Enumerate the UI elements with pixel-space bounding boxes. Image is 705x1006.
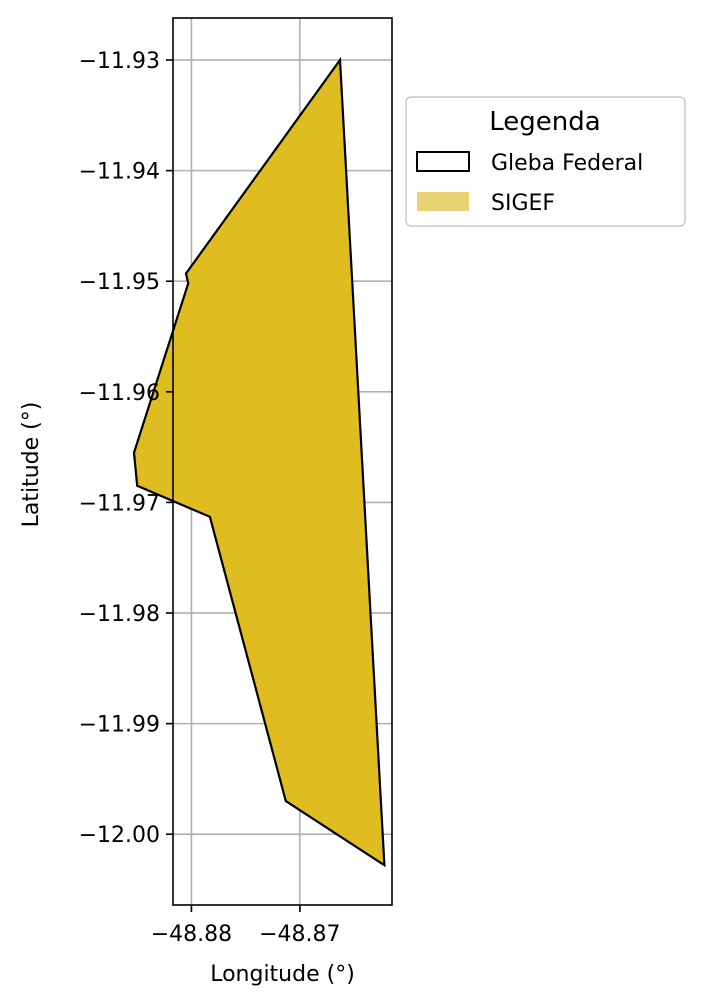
y-axis-label: Latitude (°) (19, 402, 44, 528)
x-tick-label: −48.87 (259, 922, 340, 947)
axis-ticks: −48.88 −48.87 −11.93 −11.94 −11.95 −11.96 −11.… (79, 49, 341, 947)
legend-swatch-gleba-federal (416, 151, 470, 172)
sigef-polygon-layer (132, 56, 386, 868)
y-tick-label: −11.96 (79, 381, 160, 406)
x-axis-label: Longitude (°) (210, 962, 355, 987)
y-tick-label: −11.98 (79, 602, 160, 627)
plot-frame (172, 17, 393, 906)
y-tick-label: −11.95 (79, 270, 160, 295)
legend-label-gleba-federal: Gleba Federal (491, 151, 643, 176)
legend-title: Legenda (489, 107, 600, 137)
legend-label-sigef: SIGEF (491, 191, 555, 216)
y-tick-label: −11.99 (79, 713, 160, 738)
y-tick-label: −11.97 (79, 491, 160, 516)
y-tick-label: −11.94 (79, 160, 160, 185)
legend: Legenda Gleba Federal SIGEF (405, 96, 686, 227)
legend-swatch-sigef (417, 192, 469, 211)
y-tick-label: −11.93 (79, 49, 160, 74)
y-tick-label: −12.00 (79, 823, 160, 848)
legend-box (405, 96, 686, 227)
sigef-polygon (132, 56, 386, 868)
x-tick-label: −48.88 (151, 922, 232, 947)
